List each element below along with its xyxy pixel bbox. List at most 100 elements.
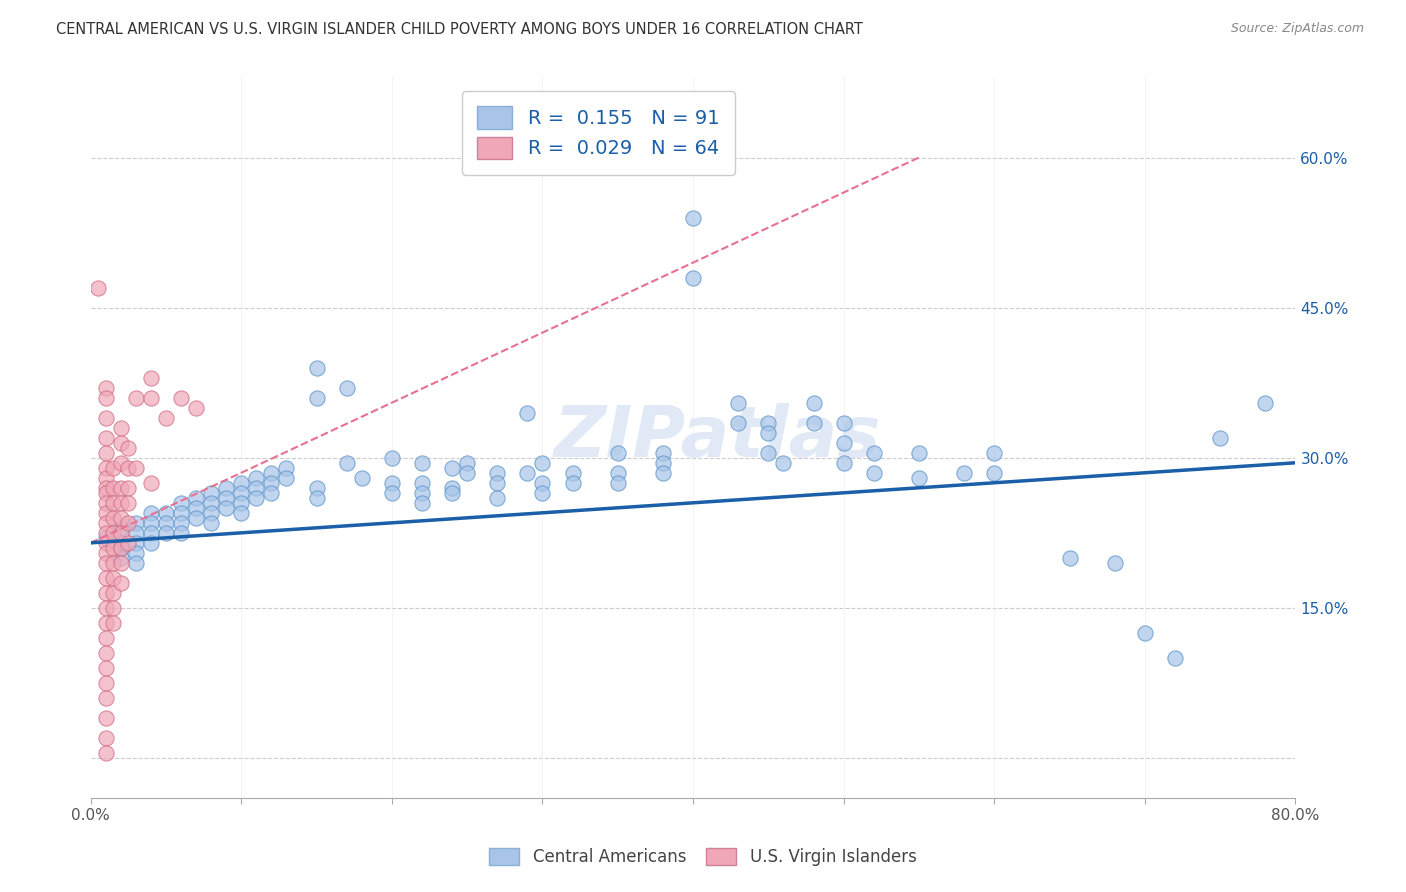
Point [486, 466, 509, 480]
Point [117, 516, 139, 530]
Point [94, 615, 117, 630]
Point [803, 395, 825, 409]
Point [125, 391, 148, 405]
Point [184, 401, 207, 415]
Point [94, 676, 117, 690]
Point [862, 466, 884, 480]
Point [832, 456, 855, 470]
Point [200, 516, 222, 530]
Point [94, 536, 117, 550]
Point [231, 485, 253, 500]
Point [103, 556, 125, 570]
Point [110, 525, 132, 540]
Point [245, 491, 267, 505]
Point [117, 441, 139, 455]
Point [155, 525, 177, 540]
Point [441, 481, 464, 495]
Point [94, 601, 117, 615]
Point [94, 556, 117, 570]
Point [908, 446, 931, 460]
Point [94, 661, 117, 675]
Point [215, 481, 238, 495]
Point [276, 471, 298, 485]
Point [94, 546, 117, 560]
Legend: Central Americans, U.S. Virgin Islanders: Central Americans, U.S. Virgin Islanders [481, 840, 925, 875]
Point [94, 496, 117, 510]
Point [94, 586, 117, 600]
Point [411, 456, 433, 470]
Point [381, 475, 404, 490]
Text: Source: ZipAtlas.com: Source: ZipAtlas.com [1230, 22, 1364, 36]
Point [305, 491, 328, 505]
Point [125, 516, 148, 530]
Point [125, 460, 148, 475]
Point [651, 466, 673, 480]
Point [94, 531, 117, 545]
Point [139, 525, 162, 540]
Point [1104, 556, 1126, 570]
Point [756, 446, 779, 460]
Point [155, 516, 177, 530]
Point [336, 456, 359, 470]
Point [110, 511, 132, 525]
Point [125, 536, 148, 550]
Point [231, 475, 253, 490]
Point [103, 511, 125, 525]
Point [411, 485, 433, 500]
Point [94, 525, 117, 540]
Point [561, 475, 583, 490]
Point [336, 381, 359, 395]
Point [94, 391, 117, 405]
Point [110, 556, 132, 570]
Point [184, 491, 207, 505]
Text: ZIPatlas: ZIPatlas [554, 403, 880, 472]
Point [94, 481, 117, 495]
Point [772, 456, 794, 470]
Point [756, 425, 779, 440]
Point [276, 460, 298, 475]
Point [983, 466, 1005, 480]
Point [486, 475, 509, 490]
Point [103, 541, 125, 555]
Point [103, 601, 125, 615]
Point [94, 646, 117, 660]
Point [103, 571, 125, 585]
Point [103, 496, 125, 510]
Point [94, 485, 117, 500]
Point [94, 746, 117, 760]
Point [139, 516, 162, 530]
Point [531, 456, 554, 470]
Point [381, 485, 404, 500]
Point [832, 435, 855, 450]
Point [94, 690, 117, 705]
Point [184, 511, 207, 525]
Point [94, 460, 117, 475]
Point [110, 541, 132, 555]
Point [727, 395, 749, 409]
Point [94, 731, 117, 745]
Point [305, 391, 328, 405]
Point [486, 491, 509, 505]
Point [756, 416, 779, 430]
Point [305, 481, 328, 495]
Point [231, 496, 253, 510]
Point [139, 370, 162, 384]
Point [1164, 651, 1187, 665]
Point [651, 446, 673, 460]
Point [139, 391, 162, 405]
Point [94, 446, 117, 460]
Point [110, 536, 132, 550]
Point [260, 466, 283, 480]
Point [103, 525, 125, 540]
Point [727, 416, 749, 430]
Point [110, 421, 132, 435]
Point [1254, 395, 1277, 409]
Point [260, 485, 283, 500]
Point [606, 466, 628, 480]
Point [103, 615, 125, 630]
Point [1059, 550, 1081, 565]
Point [411, 496, 433, 510]
Point [516, 406, 538, 420]
Point [170, 391, 193, 405]
Point [184, 500, 207, 515]
